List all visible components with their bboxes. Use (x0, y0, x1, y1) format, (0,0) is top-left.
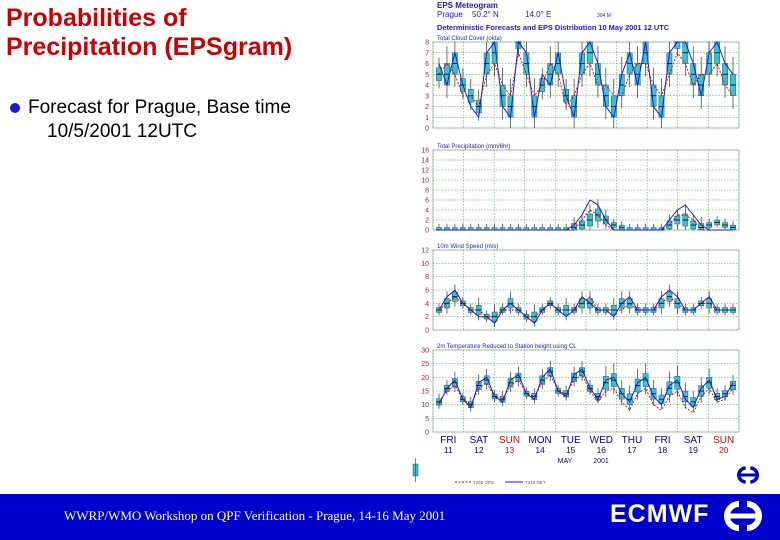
date-label: 16 (597, 445, 607, 455)
deterministic-line (438, 40, 734, 119)
deterministic-line (439, 199, 733, 231)
date-label: 14 (535, 445, 545, 455)
slide-title: Probabilities of Precipitation (EPSgram) (6, 4, 406, 62)
y-tick-label: 12 (421, 168, 429, 175)
y-tick-label: 7 (425, 50, 429, 57)
control-line (438, 296, 733, 318)
y-tick-label: 12 (421, 248, 429, 255)
day-label: MON (528, 435, 551, 446)
y-tick-label: 6 (425, 61, 429, 68)
meteogram-panel-0: 0 1 2 3 4 5 6 7 8 Total Cloud Cover (okta) (425, 36, 740, 133)
month-label: MAY (558, 458, 573, 465)
y-tick-label: 2 (425, 104, 429, 111)
day-label: WED (590, 435, 613, 446)
y-tick-label: 4 (425, 83, 429, 90)
panel-title: 10m Wind Speed (m/s) (437, 244, 498, 250)
meteogram-header-lon: 14.0° E (525, 10, 551, 19)
date-label: 17 (627, 445, 637, 455)
panel-title: Total Cloud Cover (okta) (437, 36, 502, 42)
y-tick-label: 5 (425, 416, 429, 423)
y-tick-label: 10 (421, 261, 429, 268)
day-label: SAT (684, 435, 703, 446)
ecmwf-logo-icon (724, 501, 762, 531)
meteogram-header-lat: 50.2° N (472, 10, 499, 19)
date-label: 18 (658, 445, 668, 455)
y-tick-label: 3 (425, 93, 429, 100)
y-tick-label: 30 (421, 348, 429, 355)
y-tick-label: 10 (421, 178, 429, 185)
panel-title: 2m Temperature Reduced to Station height… (437, 344, 577, 350)
y-tick-label: 0 (425, 126, 429, 133)
y-tick-label: 15 (421, 389, 429, 396)
day-label: THU (622, 435, 643, 446)
y-tick-label: 8 (425, 188, 429, 195)
y-tick-label: 5 (425, 72, 429, 79)
y-tick-label: 8 (425, 40, 429, 47)
meteogram-header-place: Prague (437, 10, 463, 19)
bullet-text-line-1: Forecast for Prague, Base time (28, 97, 291, 118)
y-tick-label: 6 (425, 288, 429, 295)
meteogram-panel-3: 0 5 10 15 20 25 30 2m Temperature Reduced to St… (421, 344, 740, 437)
slide-title-line-1: Probabilities of (6, 4, 187, 32)
y-tick-label: 14 (421, 158, 429, 165)
y-tick-label: 2 (425, 314, 429, 321)
meteogram-header-title: EPS Meteogram (437, 1, 498, 10)
date-label: 13 (505, 445, 515, 455)
y-tick-label: 6 (425, 198, 429, 205)
day-label: SAT (470, 435, 489, 446)
y-tick-label: 2 (425, 218, 429, 225)
control-line (438, 51, 734, 108)
y-tick-label: 0 (425, 228, 429, 235)
meteogram-panel-1: 0 2 4 6 8 10 12 14 16 Total Precipitation (mm/6hr… (421, 144, 740, 235)
bullet-dot-icon (10, 103, 20, 113)
y-tick-label: 16 (421, 148, 429, 155)
y-tick-label: 25 (421, 361, 429, 368)
y-tick-label: 10 (421, 402, 429, 409)
y-tick-label: 8 (425, 274, 429, 281)
bullet-text-line-2: 10/5/2001 12UTC (47, 121, 197, 142)
deterministic-line (438, 368, 734, 409)
day-label: SUN (499, 435, 520, 446)
y-tick-label: 0 (425, 328, 429, 335)
date-label: 11 (444, 445, 453, 455)
date-label: 19 (688, 445, 698, 455)
legend-deterministic-label: T319 DET (525, 480, 546, 485)
day-label: FRI (440, 435, 456, 446)
footer-bar (0, 494, 780, 540)
date-label: 12 (474, 445, 484, 455)
small-ecmwf-logo-icon (737, 466, 759, 484)
legend-control-label: T255 OPS (473, 480, 494, 485)
day-label: TUE (561, 435, 581, 446)
y-tick-label: 4 (425, 301, 429, 308)
y-tick-label: 4 (425, 208, 429, 215)
day-label: FRI (654, 435, 670, 446)
day-label: SUN (713, 435, 734, 446)
meteogram-header-subtitle: Deterministic Forecasts and EPS Distribu… (437, 23, 670, 32)
control-line (438, 373, 734, 414)
deterministic-line (438, 289, 733, 325)
date-label: 15 (566, 445, 576, 455)
footer-text: WWRP/WMO Workshop on QPF Verification - … (64, 508, 446, 523)
panel-title: Total Precipitation (mm/6hr) (437, 144, 510, 150)
eps-meteogram-chart: EPS Meteogram Prague 50.2° N 14.0° E 304… (405, 0, 780, 494)
ecmwf-wordmark: ECMWF (610, 500, 710, 528)
y-tick-label: 20 (421, 375, 429, 382)
year-label: 2001 (593, 458, 609, 465)
meteogram-header-extra: 304 M (597, 13, 611, 19)
bullet-item: Forecast for Prague, Base time 10/5/2001… (10, 96, 408, 144)
meteogram-panel-2: 0 2 4 6 8 10 12 10m Wind Speed (m/s) (421, 244, 740, 335)
slide-title-line-2: Precipitation (EPSgram) (6, 33, 293, 61)
date-label: 20 (719, 445, 729, 455)
y-tick-label: 1 (425, 115, 429, 122)
y-tick-label: 0 (425, 430, 429, 437)
